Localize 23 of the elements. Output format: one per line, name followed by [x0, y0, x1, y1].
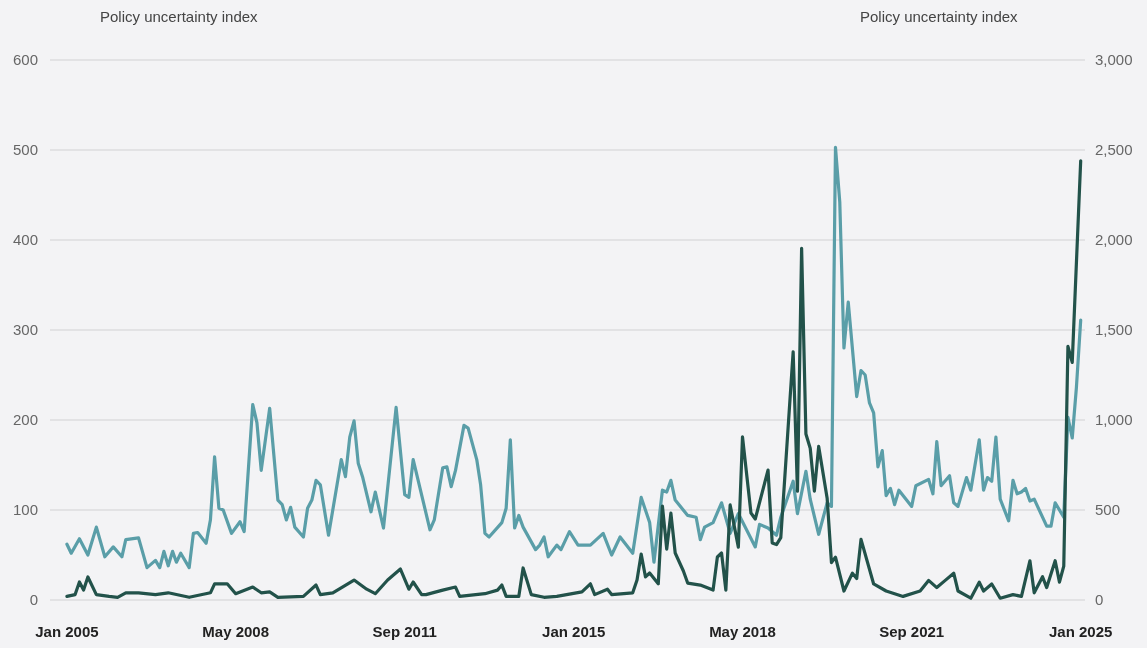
y-tick-label: 300: [12, 321, 38, 339]
y2-tick-label: 2,000: [1095, 231, 1133, 249]
x-tick-label: Sep 2021: [879, 623, 945, 640]
y2-tick-label: 3,000: [1095, 51, 1133, 69]
y2-tick-label: 0: [1095, 591, 1104, 609]
y2-tick-label: 1,000: [1095, 411, 1133, 429]
x-tick-label: Jan 2015: [542, 623, 606, 640]
x-tick-label: May 2008: [202, 623, 270, 640]
y2-tick-label: 2,500: [1095, 141, 1133, 159]
y-tick-label: 500: [12, 141, 38, 159]
x-tick-label: May 2018: [709, 623, 776, 640]
y-tick-label: 100: [12, 501, 38, 519]
y2-tick-label: 500: [1095, 501, 1121, 519]
y-axis-title: Policy uncertainty index: [100, 8, 259, 25]
x-tick-label: Jan 2025: [1049, 623, 1113, 640]
x-tick-label: Sep 2011: [372, 623, 437, 640]
y2-tick-label: 1,500: [1095, 321, 1133, 339]
y-tick-label: 600: [12, 51, 38, 69]
y2-axis-title: Policy uncertainty index: [860, 8, 1019, 25]
x-tick-label: Jan 2005: [35, 623, 99, 640]
y-tick-label: 200: [12, 411, 38, 429]
y-tick-label: 400: [12, 231, 38, 249]
y-tick-label: 0: [29, 591, 38, 609]
